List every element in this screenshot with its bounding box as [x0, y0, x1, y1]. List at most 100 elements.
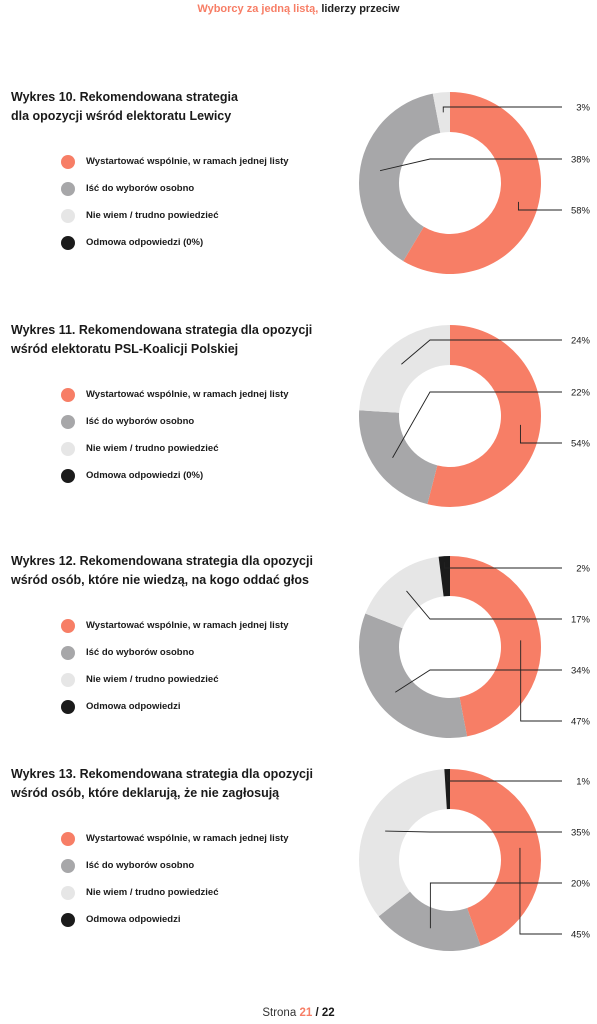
chart-title-line-2: dla opozycji wśród elektoratu Lewicy	[11, 109, 232, 123]
legend-swatch	[61, 672, 75, 687]
chart-title-line-1: Wykres 13. Rekomendowana strategia dla o…	[11, 767, 313, 781]
legend-item: Odmowa odpowiedzi	[61, 693, 289, 720]
legend-item: Nie wiem / trudno powiedzieć	[61, 666, 289, 693]
chart-title-line-1: Wykres 11. Rekomendowana strategia dla o…	[11, 323, 313, 337]
leader-line	[446, 775, 562, 782]
slice-wspolnie	[450, 556, 541, 737]
legend-swatch	[61, 468, 75, 483]
legend-item: Nie wiem / trudno powiedzieć	[61, 879, 289, 906]
chart-title: Wykres 10. Rekomendowana strategia dla op…	[11, 88, 331, 126]
slice-osobno	[359, 613, 468, 738]
leader-line	[429, 882, 562, 929]
slice-osobno	[359, 410, 438, 505]
data-label: 35%	[571, 828, 591, 839]
legend-label: Wystartować wspólnie, w ramach jednej li…	[86, 389, 289, 400]
leader-line	[519, 424, 562, 444]
chart-3: 2% 17% 34% 47% Wykres 12. Rekomendowana stra…	[0, 552, 597, 762]
legend-label: Wystartować wspólnie, w ramach jednej li…	[86, 156, 289, 167]
slice-nie-wiem	[359, 325, 450, 413]
legend-item: Iść do wyborów osobno	[61, 408, 289, 435]
leader-line	[401, 339, 562, 365]
legend-swatch	[61, 154, 75, 169]
legend-swatch	[61, 441, 75, 456]
chart-legend: Wystartować wspólnie, w ramach jednej li…	[61, 612, 289, 720]
page-header: Wyborcy za jedną listą, liderzy przeciw	[0, 3, 597, 15]
leader-line	[392, 391, 562, 458]
slice-odmowa	[438, 556, 450, 597]
data-label: 17%	[571, 615, 591, 626]
chart-4: 1% 35% 20% 45% Wykres 13. Rekomendowana stra…	[0, 765, 597, 975]
chart-title-line-1: Wykres 12. Rekomendowana strategia dla o…	[11, 554, 313, 568]
donut-chart-svg: 3% 38% 58%	[359, 92, 591, 274]
leader-line	[519, 847, 562, 935]
slice-nie-wiem	[359, 769, 447, 917]
legend-swatch	[61, 831, 75, 846]
footer-total-pages: 22	[321, 1007, 335, 1019]
donut-chart-svg: 2% 17% 34% 47%	[359, 556, 591, 738]
slice-osobno	[359, 93, 441, 262]
chart-legend: Wystartować wspólnie, w ramach jednej li…	[61, 825, 289, 933]
slice-nie-wiem	[365, 556, 444, 629]
legend-swatch	[61, 699, 75, 714]
data-label: 58%	[571, 206, 591, 217]
data-label: 3%	[576, 103, 590, 114]
data-label: 38%	[571, 155, 591, 166]
data-label: 1%	[576, 777, 590, 788]
footer-prefix: Strona	[262, 1007, 297, 1019]
legend-swatch	[61, 235, 75, 250]
leader-line	[395, 669, 562, 693]
legend-label: Iść do wyborów osobno	[86, 183, 195, 194]
chart-title-line-2: wśród osób, które nie wiedzą, na kogo od…	[11, 573, 309, 587]
data-label: 24%	[571, 336, 591, 347]
data-label: 2%	[576, 564, 590, 575]
legend-item: Wystartować wspólnie, w ramach jednej li…	[61, 612, 289, 639]
chart-title-line-2: wśród osób, które deklarują, że nie zagł…	[11, 786, 280, 800]
chart-title: Wykres 13. Rekomendowana strategia dla o…	[11, 765, 331, 803]
header-accent: Wyborcy za jedną listą,	[197, 3, 319, 15]
legend-label: Nie wiem / trudno powiedzieć	[86, 210, 219, 221]
data-label: 47%	[571, 717, 591, 728]
legend-item: Odmowa odpowiedzi	[61, 906, 289, 933]
slice-wspolnie	[450, 769, 542, 946]
legend-label: Nie wiem / trudno powiedzieć	[86, 443, 219, 454]
leader-line	[406, 590, 562, 620]
legend-swatch	[61, 618, 75, 633]
slice-nie-wiem	[432, 92, 450, 133]
legend-swatch	[61, 912, 75, 927]
leader-line	[520, 640, 562, 722]
donut-chart-svg: 24% 22% 54%	[359, 325, 591, 507]
leader-line	[379, 158, 562, 172]
legend-swatch	[61, 645, 75, 660]
legend-item: Nie wiem / trudno powiedzieć	[61, 202, 289, 229]
data-label: 34%	[571, 666, 591, 677]
chart-2: 24% 22% 54% Wykres 11. Rekomendowana strate…	[0, 321, 597, 531]
slice-wspolnie	[403, 92, 541, 274]
legend-swatch	[61, 181, 75, 196]
leader-line	[517, 201, 562, 211]
legend-item: Odmowa odpowiedzi (0%)	[61, 229, 289, 256]
legend-label: Wystartować wspólnie, w ramach jednej li…	[86, 620, 289, 631]
legend-swatch	[61, 208, 75, 223]
legend-label: Odmowa odpowiedzi	[86, 914, 181, 925]
header-rest: liderzy przeciw	[321, 3, 400, 15]
donut-chart-svg: 1% 35% 20% 45%	[359, 769, 591, 951]
legend-label: Nie wiem / trudno powiedzieć	[86, 674, 219, 685]
legend-swatch	[61, 387, 75, 402]
chart-legend: Wystartować wspólnie, w ramach jednej li…	[61, 148, 289, 256]
leader-line	[444, 562, 562, 569]
data-label: 20%	[571, 879, 591, 890]
data-label: 22%	[571, 388, 591, 399]
legend-item: Wystartować wspólnie, w ramach jednej li…	[61, 381, 289, 408]
chart-title: Wykres 11. Rekomendowana strategia dla o…	[11, 321, 331, 359]
legend-item: Wystartować wspólnie, w ramach jednej li…	[61, 148, 289, 175]
leader-line	[385, 830, 562, 833]
legend-item: Wystartować wspólnie, w ramach jednej li…	[61, 825, 289, 852]
legend-label: Iść do wyborów osobno	[86, 647, 195, 658]
slice-osobno	[378, 891, 481, 951]
legend-item: Iść do wyborów osobno	[61, 639, 289, 666]
legend-label: Odmowa odpowiedzi (0%)	[86, 470, 204, 481]
legend-swatch	[61, 414, 75, 429]
legend-item: Iść do wyborów osobno	[61, 175, 289, 202]
page-footer: Strona 21 / 22	[0, 1007, 597, 1019]
legend-label: Nie wiem / trudno powiedzieć	[86, 887, 219, 898]
